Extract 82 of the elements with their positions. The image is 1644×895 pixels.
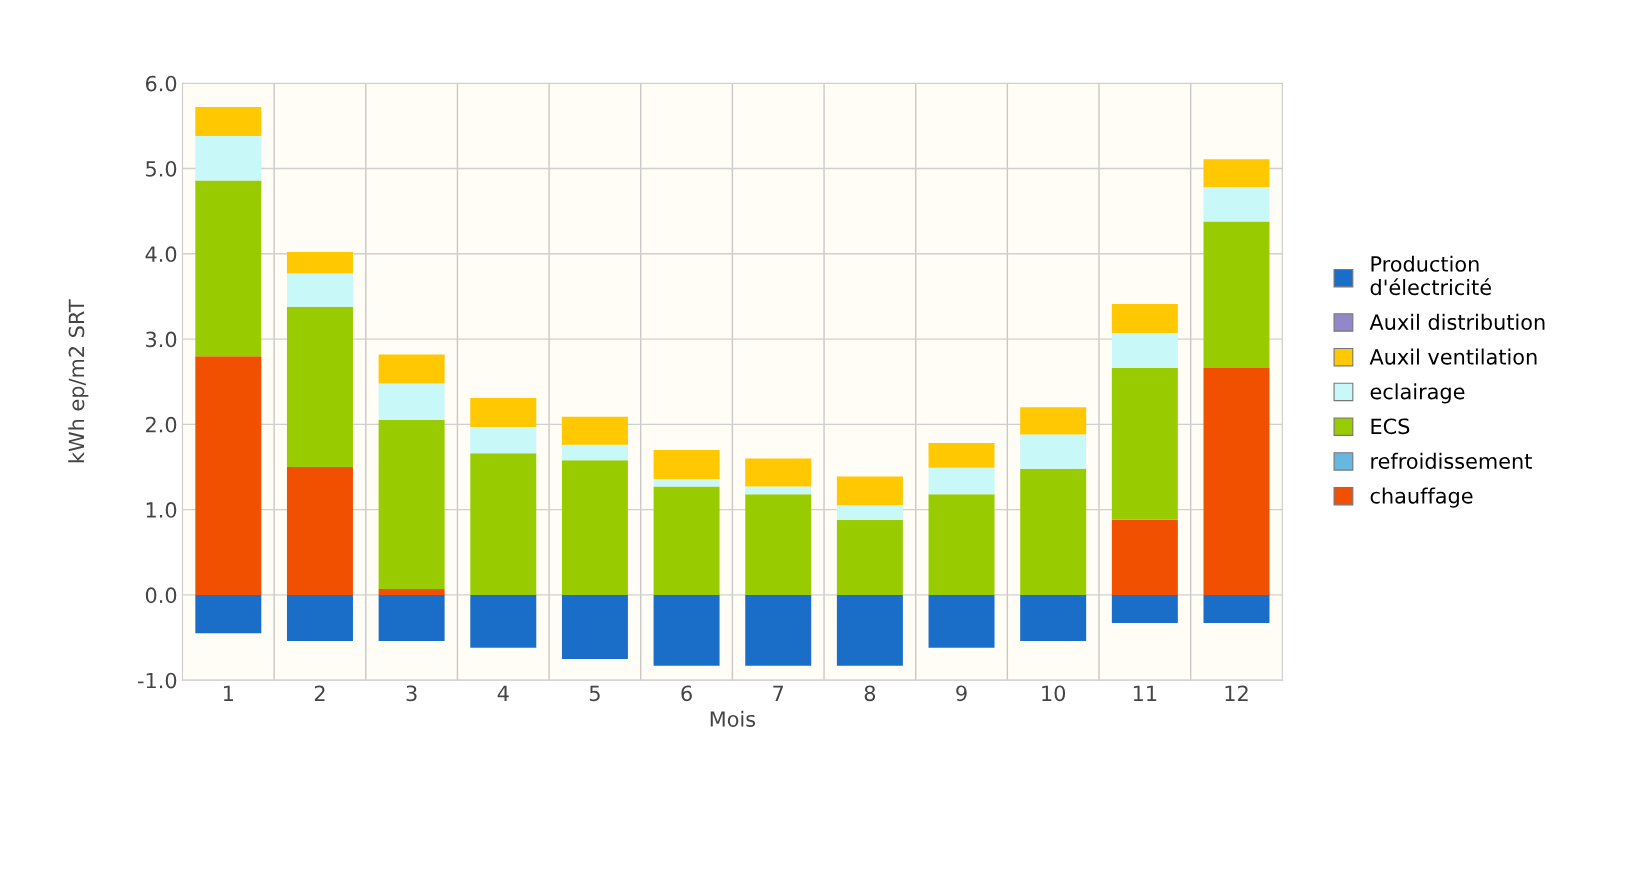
bar [378, 383, 445, 421]
bar [1111, 333, 1178, 369]
bar [561, 460, 628, 595]
bar [745, 594, 812, 666]
x-tick-label: 9 [956, 685, 967, 702]
bar [195, 594, 262, 634]
legend-label: refroidissement [1371, 452, 1532, 469]
x-tick-label: 11 [1133, 685, 1157, 701]
x-tick-label: 6 [681, 685, 692, 702]
bar [1020, 468, 1087, 595]
bar [561, 444, 628, 461]
bar [745, 486, 812, 495]
x-axis-title: Mois [710, 710, 756, 727]
bar [1020, 434, 1087, 469]
bar [286, 467, 353, 595]
bar [1111, 304, 1178, 334]
bar [1203, 368, 1270, 595]
bar [195, 180, 262, 357]
bar [195, 356, 262, 595]
x-tick-label: 10 [1042, 685, 1066, 702]
bar [195, 136, 262, 181]
bar [1111, 368, 1178, 520]
x-tick-label: 3 [406, 685, 417, 702]
bar [1111, 594, 1178, 624]
bar [836, 594, 903, 666]
x-tick-label: 2 [314, 685, 325, 701]
bar [1203, 187, 1270, 222]
bar [836, 505, 903, 520]
bar [561, 594, 628, 659]
bar [653, 486, 720, 595]
y-tick-label: 3.0 [146, 331, 177, 348]
bar [653, 449, 720, 479]
x-tick-label: 4 [497, 685, 509, 701]
bar [1203, 221, 1270, 369]
bar [378, 420, 445, 589]
bar [470, 453, 537, 595]
bar [653, 594, 720, 666]
bar [745, 494, 812, 595]
bar [1020, 407, 1087, 435]
x-tick-label: 5 [589, 685, 600, 702]
y-axis-title: kWh ep/m2 SRT [68, 299, 89, 463]
bar [286, 273, 353, 307]
y-tick-label: 5.0 [146, 160, 177, 177]
bar [470, 426, 537, 454]
bar [928, 594, 995, 648]
bar [378, 588, 445, 595]
legend-label: eclairage [1370, 383, 1465, 404]
legend-label: ECS [1371, 418, 1410, 435]
bar [561, 416, 628, 445]
bar [1203, 594, 1270, 624]
bar [1020, 594, 1087, 641]
x-tick-label: 12 [1225, 685, 1248, 701]
y-tick-label: 2.0 [146, 416, 177, 433]
bar [470, 594, 537, 648]
legend-label: chauffage [1370, 487, 1473, 508]
bar [195, 107, 262, 137]
y-tick-label: 6.0 [145, 75, 177, 92]
bar [286, 306, 353, 467]
x-tick-label: 7 [773, 685, 784, 701]
bar [286, 594, 353, 641]
legend-label: Auxil ventilation [1369, 348, 1537, 365]
x-tick-label: 1 [223, 685, 234, 701]
bar [653, 478, 720, 487]
y-tick-label: 1.0 [146, 502, 177, 518]
bar [836, 519, 903, 595]
legend-label: Production d'électricité [1370, 255, 1491, 296]
y-tick-label: 0.0 [145, 587, 177, 604]
y-tick-label: 4.0 [145, 246, 177, 263]
bar [928, 443, 995, 468]
bar [928, 467, 995, 495]
bar [836, 476, 903, 506]
bar [1203, 159, 1270, 188]
bar [745, 458, 812, 487]
bar [928, 494, 995, 595]
bar [286, 252, 353, 274]
bar [1111, 519, 1178, 595]
y-tick-label: -1.0 [137, 672, 177, 689]
bar [378, 594, 445, 641]
legend-label: Auxil distribution [1369, 313, 1545, 330]
bar [470, 397, 537, 427]
x-tick-label: 8 [864, 685, 876, 702]
bar [378, 354, 445, 384]
